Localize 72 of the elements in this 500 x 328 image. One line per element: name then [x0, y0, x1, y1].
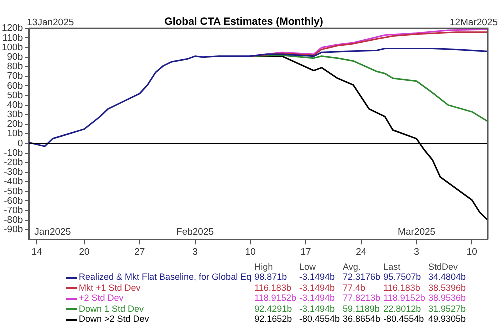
text: 77.8213b [343, 293, 382, 304]
text: 22.8012b [384, 304, 422, 314]
text: StdDev [428, 262, 459, 272]
y-tick-label: 120b [2, 23, 24, 34]
text: 118.9152b [384, 293, 426, 304]
legend-label: Down 1 Std Dev [79, 304, 144, 314]
x2-tick-label: Mar2025 [398, 226, 436, 238]
y-tick-label: 90b [7, 52, 24, 63]
x-tick-label: 3 [414, 246, 420, 258]
text: 36.8654b [343, 314, 382, 324]
y-tick-label: -60b [4, 196, 24, 207]
y-tick-label: 110b [2, 32, 24, 44]
x-tick-label: 17 [300, 246, 312, 258]
y-tick-label: 60b [7, 80, 24, 92]
y-tick-label: 20b [7, 119, 24, 130]
text: 34.4804b [428, 272, 467, 283]
y-tick-label: -90b [4, 224, 24, 236]
text: Last [384, 262, 402, 272]
y-tick-label: 70b [7, 71, 24, 82]
y-tick-label: 50b [7, 90, 24, 102]
text: -3.1494b [299, 304, 336, 314]
text: Avg. [343, 262, 362, 272]
text: 118.9152b [254, 293, 298, 304]
text: -3.1494b [299, 272, 336, 283]
text: 12Mar2025 [450, 17, 498, 28]
text: 116.183b [384, 282, 422, 294]
text: 92.1652b [254, 314, 294, 324]
legend-label: +2 Std Dev [79, 293, 124, 304]
text: -80.4554b [384, 314, 426, 324]
y-tick-label: -30b [4, 167, 24, 178]
x-tick-label: 24 [356, 246, 367, 258]
x-tick-label: 10 [245, 246, 256, 258]
y-tick-label: 40b [7, 100, 24, 111]
x-tick-label: 3 [192, 246, 198, 258]
y-tick-label: 10b [7, 128, 24, 140]
text: -3.1494b [299, 293, 336, 304]
y-tick-label: -50b [4, 186, 24, 198]
y-tick-label: 30b [7, 110, 24, 121]
text: -80.4554b [299, 314, 342, 324]
text: 49.9305b [428, 314, 467, 324]
text: -3.1494b [299, 282, 336, 294]
text: 38.9536b [428, 293, 467, 304]
x-tick-label: 14 [32, 246, 42, 258]
text: 59.1189b [343, 304, 381, 314]
text: 98.871b [254, 272, 288, 283]
text: 116.183b [254, 282, 292, 294]
x-tick-label: 20 [79, 246, 90, 258]
chart-title: Global CTA Estimates (Monthly) [164, 16, 324, 28]
text: 72.3176b [343, 272, 382, 283]
legend-label: Down >2 Std Dev [79, 314, 150, 324]
y-tick-label: -80b [4, 215, 24, 226]
text: 95.7507b [384, 272, 422, 283]
y-tick-label: -20b [4, 158, 24, 168]
text: 92.4291b [254, 304, 294, 314]
text: 38.5396b [428, 282, 467, 294]
y-tick-label: -10b [4, 148, 24, 159]
text: 77.4b [343, 282, 367, 294]
text: 31.9527b [428, 304, 467, 314]
y-tick-label: 100b [2, 42, 24, 54]
text: 13Jan2025 [27, 17, 74, 28]
x-tick-label: 10 [466, 246, 478, 258]
text: Low [299, 262, 317, 272]
legend-label: Realized & Mkt Flat Baseline, for Global Eq [79, 272, 252, 282]
y-tick-label: -40b [4, 176, 24, 188]
x2-tick-label: Jan2025 [34, 226, 72, 238]
legend-label: Mkt +1 Std Dev [79, 282, 141, 293]
x2-tick-label: Feb2025 [176, 226, 214, 238]
text: High [254, 262, 274, 272]
y-tick-label: 0 [18, 138, 24, 150]
y-tick-label: 80b [7, 62, 24, 73]
y-tick-label: -70b [4, 205, 24, 216]
x-tick-label: 27 [134, 246, 146, 258]
